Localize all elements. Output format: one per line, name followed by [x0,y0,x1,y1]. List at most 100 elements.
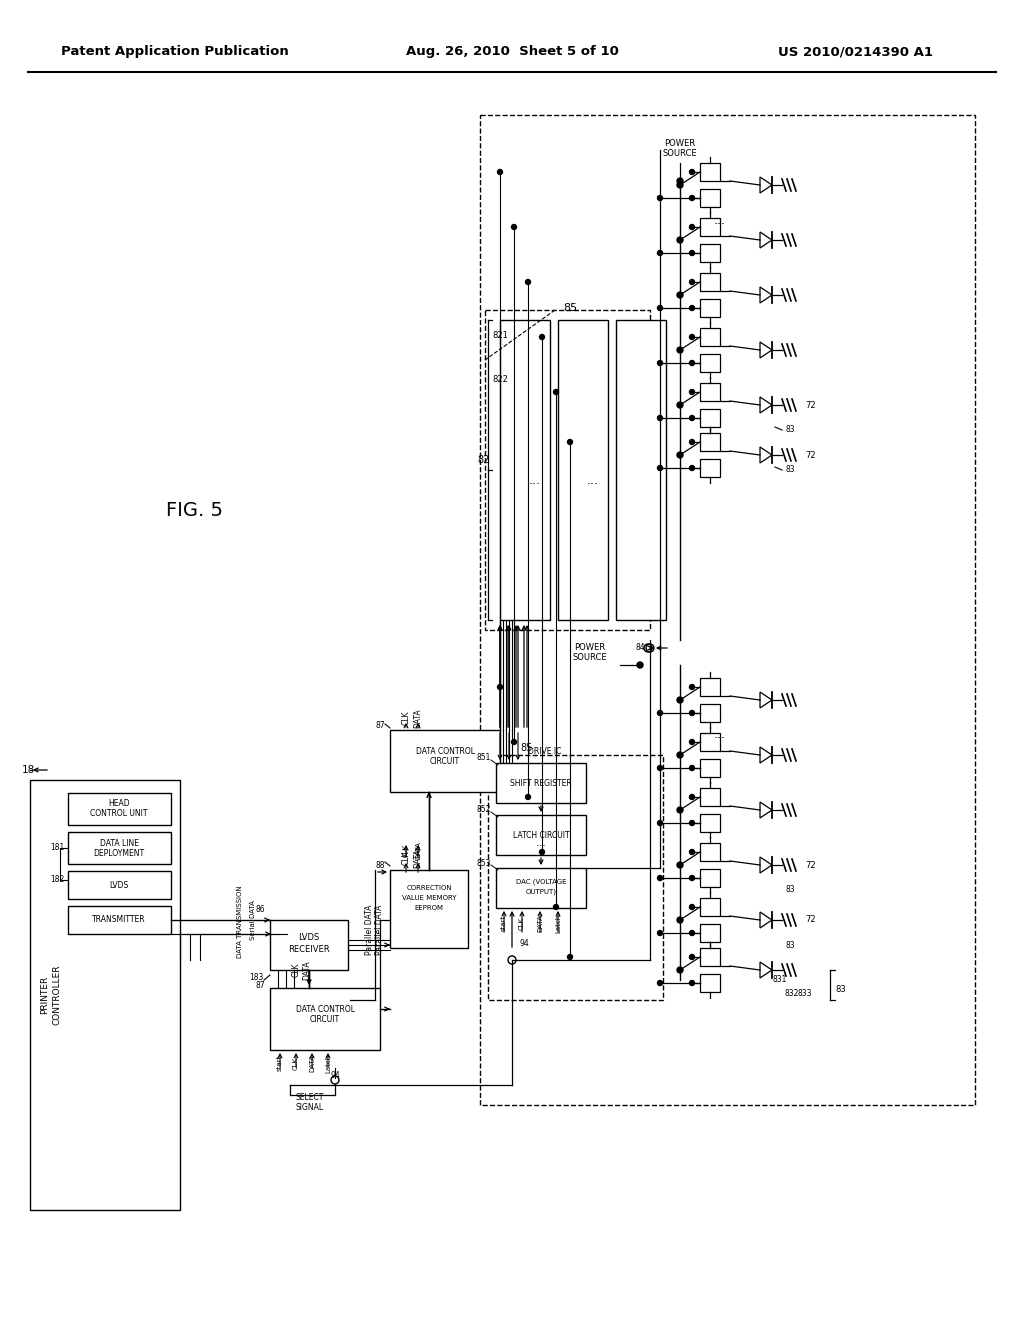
Bar [700,218,720,236]
Text: DATA: DATA [414,709,423,727]
Text: 83: 83 [785,425,795,434]
Text: Latch: Latch [555,913,561,933]
Text: Serial DATA: Serial DATA [250,900,256,940]
Circle shape [657,981,663,986]
Circle shape [689,766,694,771]
Text: DATA TRANSMISSION: DATA TRANSMISSION [237,886,243,958]
Bar [488,755,663,1001]
Bar [700,843,720,861]
Text: Parallel DATA: Parallel DATA [365,904,374,956]
Circle shape [657,875,663,880]
Text: TRANSMITTER: TRANSMITTER [92,916,145,924]
Circle shape [689,169,694,174]
Bar [700,459,720,477]
Text: DATA: DATA [302,960,311,979]
Text: DATA: DATA [309,1055,315,1072]
Text: 831: 831 [773,975,787,985]
Text: ...: ... [536,838,547,847]
Bar [68,871,171,899]
Text: DRIVE IC: DRIVE IC [528,747,561,756]
Circle shape [689,305,694,310]
Bar [700,273,720,290]
Text: start: start [278,1055,283,1071]
Text: 85: 85 [520,743,532,752]
Text: CONTROL UNIT: CONTROL UNIT [90,809,147,818]
Bar [68,906,171,935]
Text: LVDS: LVDS [298,933,319,942]
Text: DATA: DATA [414,849,423,867]
Circle shape [657,766,663,771]
Circle shape [689,466,694,470]
Text: ...: ... [714,729,726,742]
Circle shape [677,752,683,758]
Bar [68,832,171,865]
Text: DATA LINE: DATA LINE [99,838,138,847]
Circle shape [677,807,683,813]
Text: LATCH CIRCUIT: LATCH CIRCUIT [513,830,569,840]
Circle shape [498,685,503,689]
Text: LVDS: LVDS [110,880,129,890]
Circle shape [567,440,572,445]
Text: SIGNAL: SIGNAL [296,1104,324,1113]
Bar [700,678,720,696]
Text: 822: 822 [492,375,508,384]
Text: 833: 833 [798,989,812,998]
Bar [700,409,720,426]
Circle shape [689,821,694,825]
Text: DAC (VOLTAGE: DAC (VOLTAGE [516,879,566,886]
Circle shape [657,305,663,310]
Circle shape [677,182,683,187]
Bar [485,310,650,630]
Bar [390,730,500,792]
Text: CLK: CLK [401,710,411,725]
Circle shape [657,360,663,366]
Circle shape [689,981,694,986]
Text: 83: 83 [835,986,846,994]
Text: 72: 72 [805,450,816,459]
Circle shape [677,178,683,183]
Bar [68,793,171,825]
Circle shape [567,954,572,960]
Bar [270,920,348,970]
Text: CLK: CLK [403,843,409,857]
Bar [700,733,720,751]
Text: Patent Application Publication: Patent Application Publication [61,45,289,58]
Text: CLK: CLK [292,962,300,977]
Bar [270,987,380,1049]
Bar [700,383,720,401]
Bar [700,244,720,261]
Text: PRINTER: PRINTER [41,975,49,1014]
Circle shape [554,389,558,395]
Text: Parallel DATA: Parallel DATA [376,904,384,956]
Text: CLK: CLK [519,916,525,929]
Bar [496,763,586,803]
Bar [700,162,720,181]
Text: CLK: CLK [293,1056,299,1069]
Text: CLK: CLK [401,851,411,865]
Text: DATA CONTROL: DATA CONTROL [416,747,474,755]
Circle shape [657,416,663,421]
Bar [700,354,720,372]
Text: CONTROLLER: CONTROLLER [52,965,61,1026]
Text: 88: 88 [376,862,385,870]
Text: 83: 83 [785,886,795,895]
Bar [496,869,586,908]
Text: US 2010/0214390 A1: US 2010/0214390 A1 [777,45,933,58]
Circle shape [512,224,516,230]
Bar [700,189,720,207]
Circle shape [677,697,683,704]
Circle shape [689,195,694,201]
Text: 82: 82 [477,455,490,465]
Circle shape [689,710,694,715]
Text: start: start [501,915,507,931]
Circle shape [657,195,663,201]
Circle shape [689,954,694,960]
Text: 85: 85 [563,304,578,313]
Circle shape [657,466,663,470]
Bar [480,115,975,1105]
Text: Latch: Latch [325,1053,331,1073]
Circle shape [677,403,683,408]
Bar [496,814,586,855]
Text: 86: 86 [255,906,265,915]
Circle shape [657,251,663,256]
